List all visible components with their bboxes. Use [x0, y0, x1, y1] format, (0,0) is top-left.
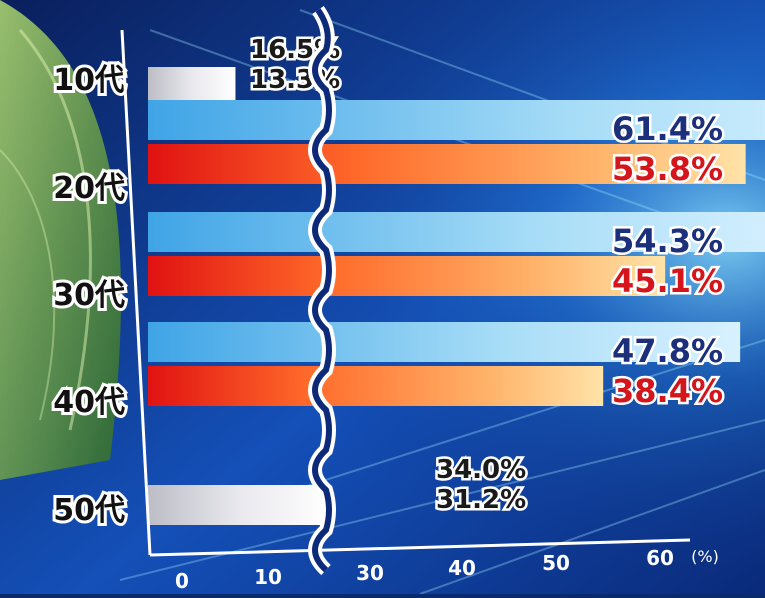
value-label: 45.1%	[612, 262, 723, 300]
x-axis-line	[149, 538, 691, 557]
bar-20代-series1	[148, 100, 765, 140]
value-label: 31.2%	[436, 485, 526, 515]
bar-50代	[148, 485, 329, 525]
category-label: 30代	[53, 278, 125, 313]
value-labels: 16.5%13.3%61.4%53.8%54.3%45.1%47.8%38.4%…	[248, 33, 726, 518]
x-tick-label: 60	[646, 546, 674, 570]
x-tick-labels: 0 10 30 40 50 60 (%)	[175, 546, 719, 593]
value-label: 47.8%	[612, 332, 723, 370]
bar-40代-series1	[148, 322, 741, 362]
x-tick-label: 10	[254, 565, 282, 589]
value-label: 53.8%	[612, 150, 723, 188]
category-label: 40代	[53, 385, 125, 420]
x-tick-label: 50	[542, 551, 570, 575]
x-tick-label: 0	[175, 569, 189, 593]
bar-20代-series2	[148, 144, 746, 184]
x-tick-label: 40	[448, 556, 476, 580]
bars	[148, 67, 765, 525]
axes	[120, 29, 691, 557]
category-label: 20代	[53, 171, 125, 206]
value-label: 38.4%	[612, 372, 723, 410]
bar-30代-series1	[148, 212, 765, 252]
category-label: 10代	[53, 63, 125, 98]
value-label: 61.4%	[612, 110, 723, 148]
value-label: 34.0%	[436, 455, 526, 485]
category-labels: 10代 20代 30代 40代 50代	[50, 60, 128, 531]
value-label: 54.3%	[612, 222, 723, 260]
x-tick-label: 30	[356, 561, 384, 585]
bar-30代-series2	[148, 256, 666, 296]
axis-break	[308, 5, 336, 576]
x-axis-unit: (%)	[691, 547, 719, 566]
bar-40代-series2	[148, 366, 604, 406]
y-axis-line	[120, 29, 152, 556]
category-label: 50代	[53, 493, 125, 528]
decorative-leaf	[0, 0, 121, 480]
